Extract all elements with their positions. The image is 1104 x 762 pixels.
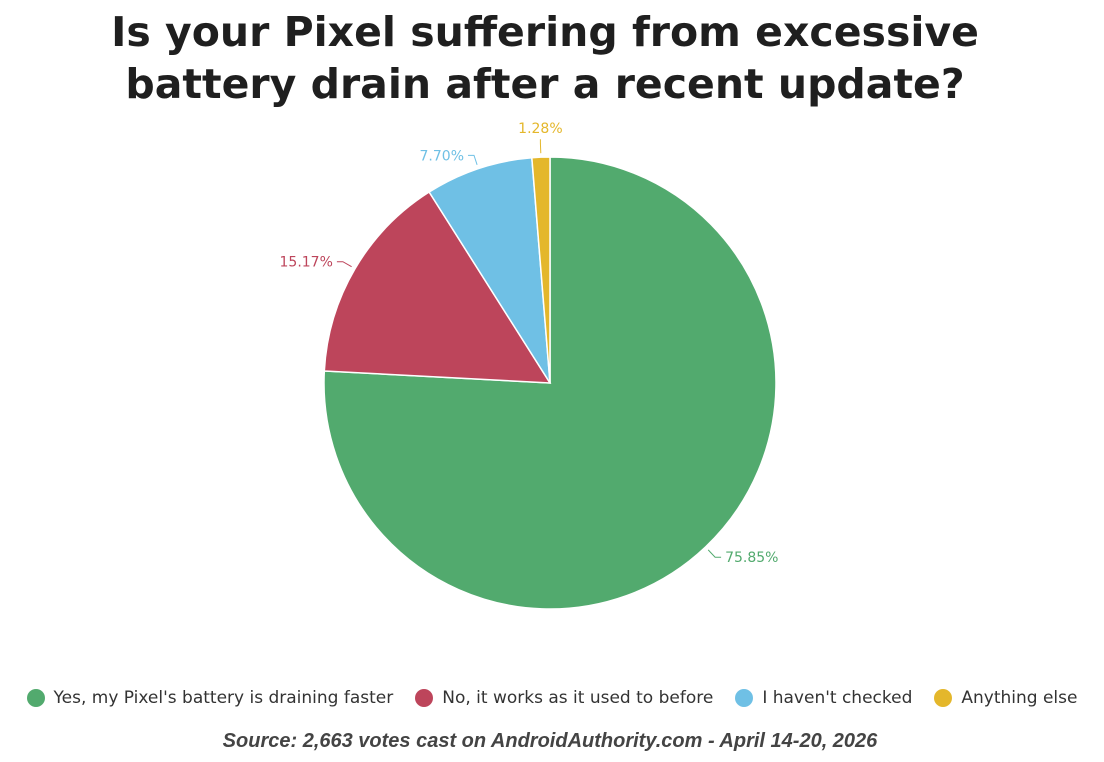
- legend-label-yes: Yes, my Pixel's battery is draining fast…: [53, 688, 394, 708]
- pie-slice-yes[interactable]: [323, 156, 777, 610]
- legend-swatch-not-checked: [735, 689, 754, 707]
- data-label-not-checked: 7.70%: [420, 148, 464, 164]
- chart-legend: Yes, my Pixel's battery is draining fast…: [0, 688, 1104, 708]
- legend-item-anything-else[interactable]: Anything else: [934, 688, 1077, 708]
- data-label-anything-else: 1.28%: [518, 121, 562, 137]
- legend-label-not-checked: I haven't checked: [762, 688, 913, 708]
- pie-chart: 75.85% 15.17% 7.70% 1.28%: [280, 121, 778, 610]
- chart-title-line-2: battery drain after a recent update?: [125, 60, 965, 108]
- chart-source: Source: 2,663 votes cast on AndroidAutho…: [222, 730, 878, 752]
- pie-slice-not-checked[interactable]: [428, 156, 551, 384]
- chart-title: Is your Pixel suffering from excessive b…: [0, 6, 1090, 110]
- chart-title-line-1: Is your Pixel suffering from excessive: [111, 8, 979, 56]
- legend-item-not-checked[interactable]: I haven't checked: [735, 688, 912, 708]
- legend-swatch-no: [415, 689, 434, 707]
- legend-swatch-anything-else: [934, 689, 953, 707]
- legend-label-anything-else: Anything else: [961, 688, 1078, 708]
- legend-item-yes[interactable]: Yes, my Pixel's battery is draining fast…: [26, 688, 394, 708]
- data-label-yes: 75.85%: [725, 550, 778, 566]
- pie-slice-anything-else[interactable]: [531, 156, 551, 384]
- legend-label-no: No, it works as it used to before: [442, 688, 714, 708]
- connector-not-checked: [468, 154, 478, 165]
- data-label-no: 15.17%: [280, 255, 333, 271]
- legend-swatch-yes: [26, 689, 45, 707]
- pie-slice-no[interactable]: [323, 190, 552, 384]
- connector-yes: [707, 549, 722, 558]
- legend-item-no[interactable]: No, it works as it used to before: [415, 688, 713, 708]
- connector-no: [336, 261, 352, 268]
